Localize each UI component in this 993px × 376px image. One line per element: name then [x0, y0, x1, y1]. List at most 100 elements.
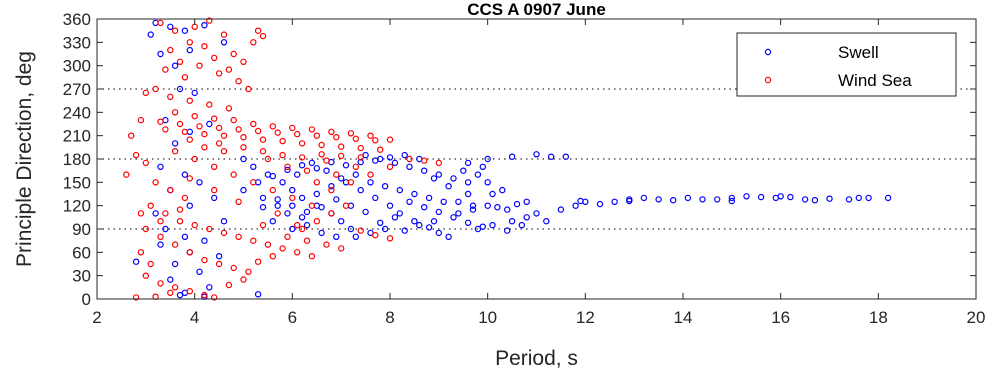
data-point — [352, 233, 359, 240]
data-point — [562, 153, 570, 160]
data-point — [455, 210, 462, 217]
y-tick-label: 90 — [72, 220, 91, 239]
data-point — [167, 23, 174, 30]
data-point — [357, 154, 364, 161]
data-point — [142, 159, 149, 167]
data-point — [157, 50, 164, 58]
data-point — [171, 147, 179, 155]
data-point — [294, 249, 301, 256]
data-point — [201, 43, 208, 50]
data-point — [406, 198, 413, 205]
data-point — [347, 225, 355, 233]
data-point — [430, 175, 438, 182]
data-point — [435, 229, 442, 237]
data-point — [235, 126, 242, 133]
data-point — [220, 147, 228, 155]
data-point — [132, 151, 140, 159]
data-point — [508, 217, 516, 225]
data-point — [626, 197, 633, 205]
data-point — [152, 179, 159, 186]
data-point — [215, 253, 223, 260]
data-point — [279, 179, 286, 186]
data-point — [171, 284, 179, 291]
data-point — [240, 133, 247, 141]
data-point — [210, 163, 218, 170]
data-point — [333, 233, 340, 240]
data-point — [191, 112, 198, 120]
data-point — [308, 253, 316, 260]
data-point — [372, 194, 379, 202]
data-point — [328, 210, 335, 217]
data-point — [548, 153, 555, 160]
data-point — [123, 171, 130, 178]
data-point — [235, 198, 242, 205]
data-point — [230, 50, 237, 58]
plot-area-frame — [96, 18, 977, 300]
data-point — [474, 225, 482, 233]
x-tick-label: 4 — [190, 308, 199, 327]
data-point — [298, 214, 306, 221]
chart-title: CCS A 0907 June — [467, 0, 606, 19]
data-point — [147, 202, 154, 209]
data-point — [171, 260, 179, 268]
data-point — [401, 151, 408, 159]
data-point — [289, 124, 296, 132]
data-point — [460, 167, 467, 174]
data-point — [313, 165, 320, 172]
data-point — [220, 217, 228, 225]
data-point — [670, 196, 677, 204]
data-point — [386, 163, 394, 170]
legend-box — [736, 32, 957, 97]
data-point — [313, 179, 320, 186]
data-point — [230, 116, 237, 124]
y-tick-label: 180 — [63, 150, 91, 169]
data-point — [494, 203, 501, 211]
data-point — [381, 225, 389, 233]
data-point — [743, 193, 750, 200]
data-point — [298, 161, 306, 169]
data-point — [298, 140, 306, 147]
data-point — [352, 163, 359, 170]
data-point — [171, 27, 179, 34]
x-tick-label: 2 — [92, 308, 101, 327]
data-point — [845, 196, 853, 203]
data-point — [274, 202, 281, 209]
data-point — [137, 249, 145, 256]
x-axis-label: Period, s — [495, 347, 578, 370]
data-point — [206, 284, 213, 291]
data-point — [347, 130, 355, 137]
data-point — [250, 120, 257, 128]
data-point — [132, 294, 140, 301]
data-point — [391, 214, 399, 221]
data-point — [274, 129, 281, 136]
y-tick-label: 210 — [63, 127, 91, 146]
legend-marker — [764, 76, 772, 84]
data-point — [186, 136, 193, 143]
data-point — [318, 151, 325, 158]
data-point — [157, 118, 164, 125]
data-point — [137, 210, 145, 217]
data-point — [445, 233, 452, 240]
data-point — [352, 171, 359, 178]
data-point — [328, 128, 335, 135]
data-point — [162, 210, 169, 217]
data-point — [523, 198, 530, 205]
x-tick-label: 14 — [674, 308, 693, 327]
data-point — [210, 115, 218, 122]
data-point — [318, 141, 325, 149]
data-point — [181, 74, 189, 81]
data-point — [235, 233, 242, 240]
data-point — [274, 210, 281, 217]
data-point — [714, 196, 721, 203]
data-point — [284, 166, 291, 174]
data-point — [206, 101, 213, 108]
data-point — [176, 217, 184, 225]
data-point — [215, 140, 223, 147]
data-points — [123, 17, 892, 301]
series-swell — [132, 19, 892, 300]
data-point — [206, 225, 213, 233]
data-point — [342, 202, 350, 209]
data-point — [865, 194, 872, 202]
data-point — [196, 62, 203, 69]
data-point — [171, 109, 179, 116]
